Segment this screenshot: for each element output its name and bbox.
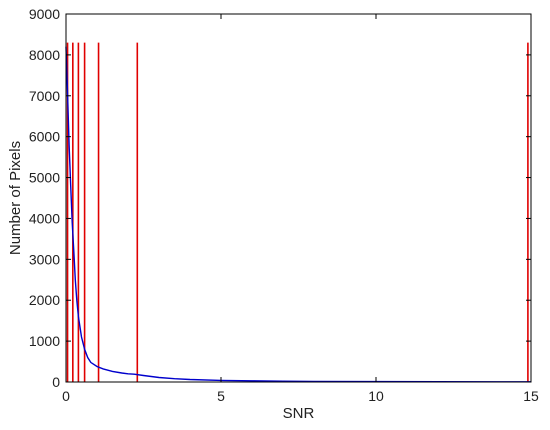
x-tick-label-1: 5 [217,388,225,404]
plot-frame [65,13,532,383]
y-tick-label-5: 5000 [29,170,60,186]
y-tick-label-7: 7000 [29,88,60,104]
x-axis-label: SNR [283,405,315,422]
y-tick-label-4: 4000 [29,210,60,226]
x-axis: 0 5 10 15 [62,14,539,404]
y-tick-label-1: 1000 [29,333,60,349]
y-tick-label-9: 9000 [29,6,60,22]
y-axis-label: Number of Pixels [7,141,24,255]
x-tick-label-3: 15 [523,388,539,404]
threshold-lines [66,42,529,382]
series-group [65,46,531,383]
y-axis: 0 1000 2000 3000 4000 5000 6000 7000 8000 9000 [29,6,531,390]
y-tick-label-2: 2000 [29,292,60,308]
x-tick-label-0: 0 [62,388,70,404]
series-line-0 [65,46,531,383]
y-tick-label-8: 8000 [29,47,60,63]
x-tick-label-2: 10 [368,388,384,404]
y-tick-label-6: 6000 [29,129,60,145]
y-tick-label-0: 0 [52,374,60,390]
y-tick-label-3: 3000 [29,251,60,267]
